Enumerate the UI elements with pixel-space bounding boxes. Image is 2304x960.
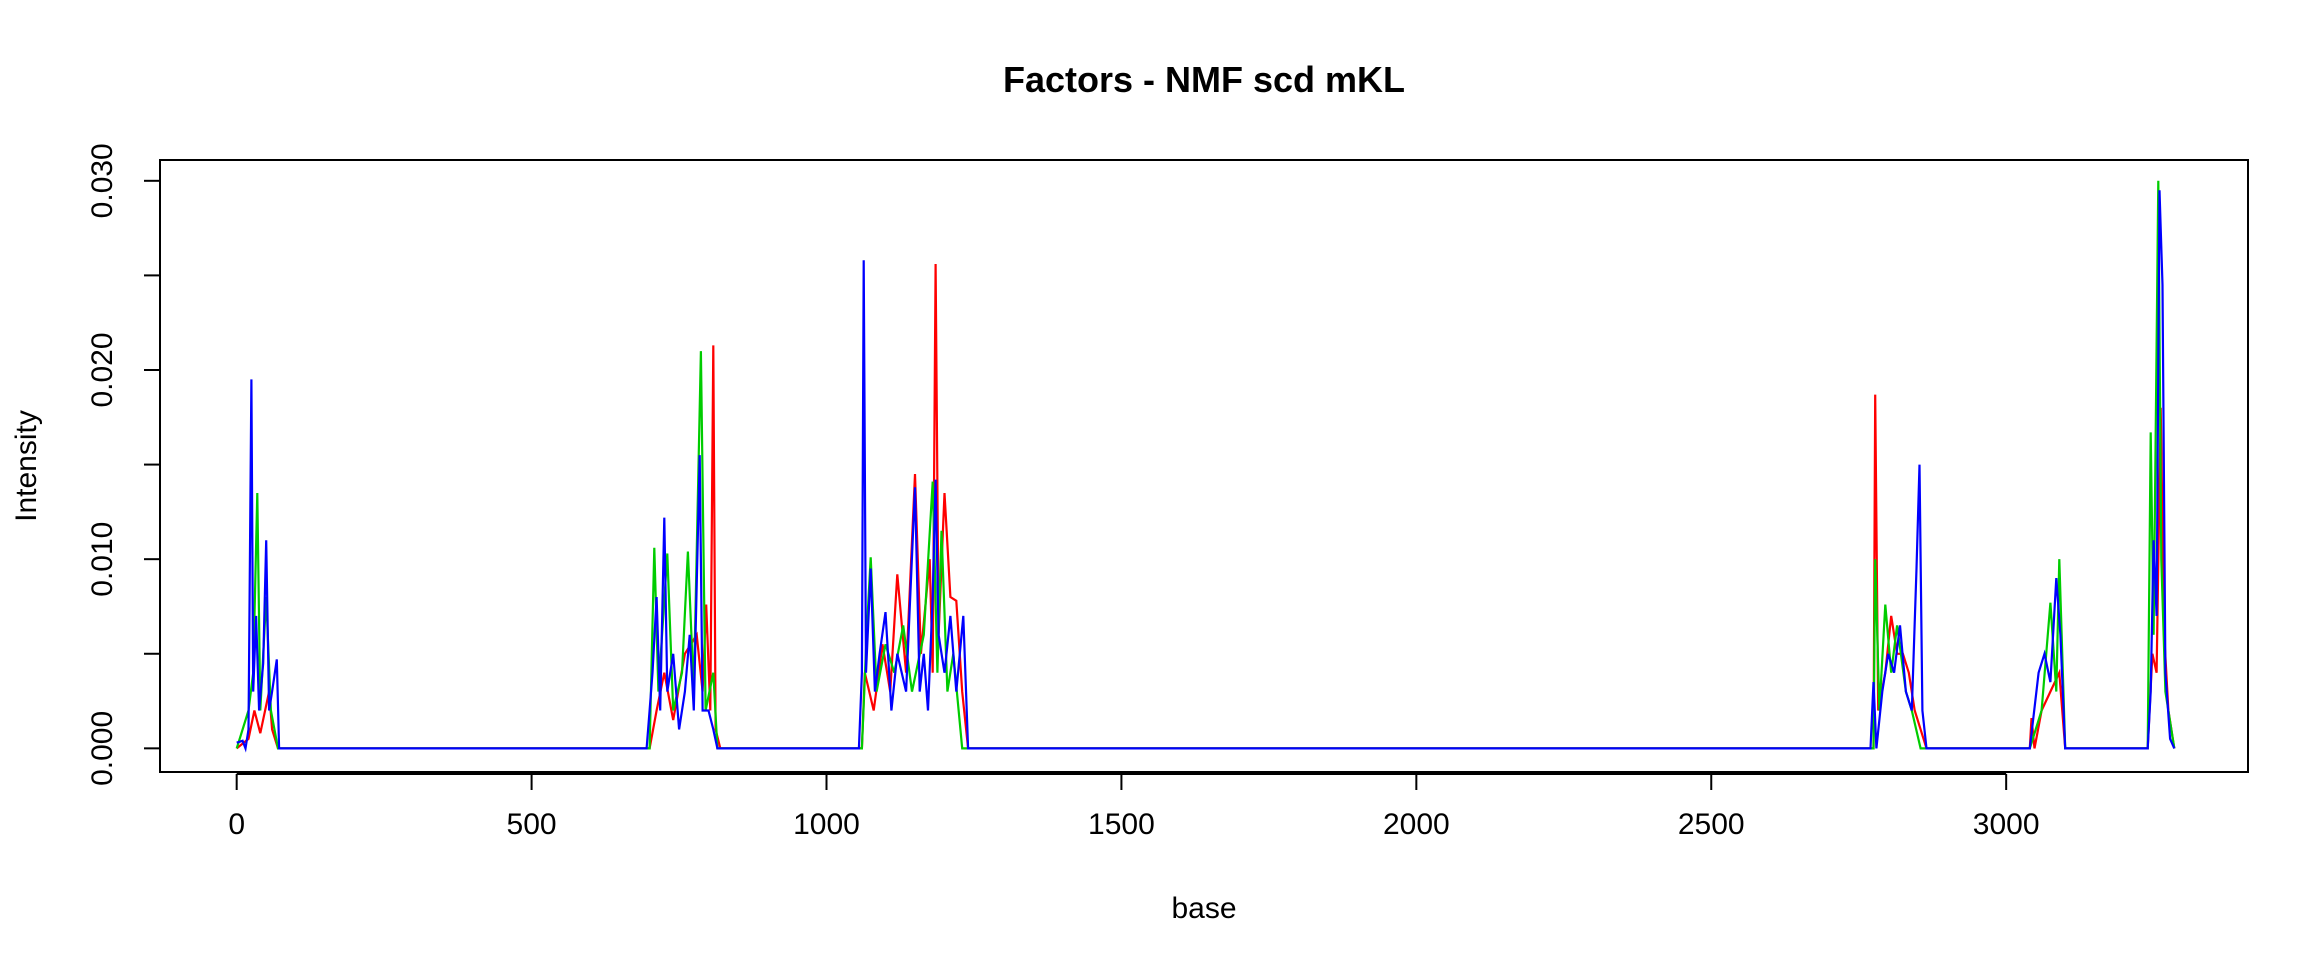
series-line-1: [236, 263, 2176, 750]
x-tick-label: 1500: [1088, 808, 1155, 841]
series-layer: [235, 180, 2176, 753]
y-tick-label: 0.030: [86, 143, 119, 218]
series-line-3: [236, 190, 2176, 753]
x-tick-label: 2500: [1678, 808, 1745, 841]
series-line-2: [235, 180, 2176, 750]
x-tick-label: 1000: [793, 808, 860, 841]
plot-area-frame: [159, 159, 2249, 773]
x-tick-label: 2000: [1383, 808, 1450, 841]
x-tick-label: 500: [507, 808, 557, 841]
x-tick-label: 3000: [1973, 808, 2040, 841]
chart-title: Factors - NMF scd mKL: [1003, 59, 1405, 100]
y-axis-label: Intensity: [10, 410, 43, 522]
y-tick-label: 0.020: [86, 332, 119, 407]
x-axis: 0 500 1000 1500 2000 2500 3000: [228, 773, 2040, 841]
x-axis-label: base: [1171, 892, 1236, 925]
y-tick-label: 0.010: [86, 522, 119, 597]
y-tick-label: 0.000: [86, 711, 119, 786]
y-axis: 0.000 0.010 0.020 0.030: [86, 143, 161, 786]
x-tick-label: 0: [228, 808, 245, 841]
